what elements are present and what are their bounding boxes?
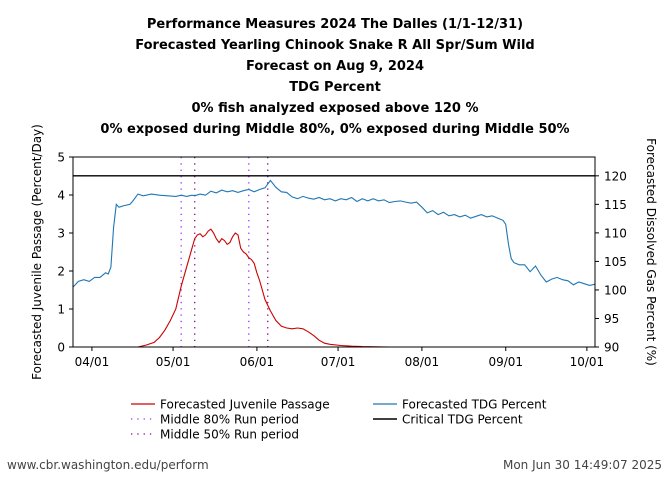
y-tick-label: 1 <box>57 303 65 317</box>
x-tick-label: 08/01 <box>405 355 440 369</box>
x-tick-label: 07/01 <box>321 355 356 369</box>
chart-subtitle-species: Forecasted Yearling Chinook Snake R All … <box>135 38 535 53</box>
x-tick-label: 05/01 <box>156 355 191 369</box>
legend-label-passage: Forecasted Juvenile Passage <box>160 398 330 412</box>
y-tick-label: 4 <box>57 189 65 203</box>
chart-subtitle-measure: TDG Percent <box>289 80 381 95</box>
footer-url: www.cbr.washington.edu/perform <box>7 458 209 472</box>
plot-area-frame <box>72 156 596 348</box>
legend-label-critical: Critical TDG Percent <box>402 413 523 427</box>
y2-axis-label: Forecasted Dissolved Gas Percent (%) <box>644 138 658 366</box>
chart-subtitle-exposure: 0% fish analyzed exposed above 120 % <box>191 101 479 116</box>
x-tick-label: 10/01 <box>570 355 605 369</box>
chart-subtitle-middle-exposure: 0% exposed during Middle 80%, 0% exposed… <box>100 122 570 137</box>
y-tick-label: 2 <box>57 265 65 279</box>
y2-tick-label: 105 <box>604 255 627 269</box>
footer-timestamp: Mon Jun 30 14:49:07 2025 <box>502 458 662 472</box>
y-tick-label: 5 <box>57 151 65 165</box>
y2-tick-label: 90 <box>604 341 619 355</box>
x-tick-label: 06/01 <box>240 355 275 369</box>
series-tdg-line <box>72 179 596 288</box>
chart-title: Performance Measures 2024 The Dalles (1/… <box>146 17 524 32</box>
y2-tick-label: 110 <box>604 226 627 240</box>
legend-label-mid80: Middle 80% Run period <box>160 413 299 427</box>
y2-tick-label: 95 <box>604 312 619 326</box>
y2-tick-label: 120 <box>604 169 627 183</box>
legend: Forecasted Juvenile Passage Middle 80% R… <box>131 398 547 442</box>
legend-label-tdg: Forecasted TDG Percent <box>402 398 547 412</box>
chart-titles: Performance Measures 2024 The Dalles (1/… <box>0 14 670 140</box>
legend-label-mid50: Middle 50% Run period <box>160 428 299 442</box>
x-tick-label: 04/01 <box>75 355 110 369</box>
y-tick-label: 0 <box>57 341 65 355</box>
series-passage-line <box>73 228 595 348</box>
x-tick-label: 09/01 <box>488 355 523 369</box>
y2-tick-label: 115 <box>604 198 627 212</box>
y-axis-label: Forecasted Juvenile Passage (Percent/Day… <box>30 124 44 380</box>
y2-tick-label: 100 <box>604 283 627 297</box>
y-tick-label: 3 <box>57 227 65 241</box>
chart-subtitle-forecast-date: Forecast on Aug 9, 2024 <box>245 59 425 74</box>
